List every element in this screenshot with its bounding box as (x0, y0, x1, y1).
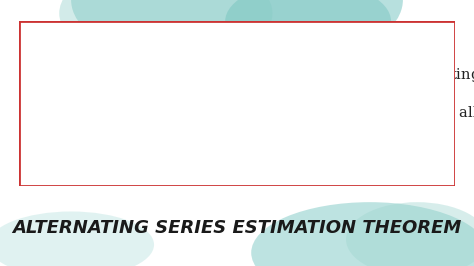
Ellipse shape (0, 211, 154, 266)
Text: ALTERNATING SERIES ESTIMATION THEOREM: ALTERNATING SERIES ESTIMATION THEOREM (12, 219, 462, 238)
Ellipse shape (346, 202, 474, 266)
Ellipse shape (225, 0, 391, 61)
Text: series and let $S = \lim_{n\to\infty}S_n$. \; Suppose that $0 < a_{n+1} < a_n$ f: series and let $S = \lim_{n\to\infty}S_n… (32, 104, 474, 129)
Ellipse shape (71, 0, 403, 73)
Text: $n$ and $\lim_{n\to\infty}a_n = 0$. \; Then \; $|S - S_n| < a_{n+1}$: $n$ and $\lim_{n\to\infty}a_n = 0$. \; T… (32, 153, 334, 178)
Text: Let $S_n = \sum_{i=1}^{n}(-1)^{i+1}a_i$ be the $n^{th}$ partial sum of an altern: Let $S_n = \sum_{i=1}^{n}(-1)^{i+1}a_i$ … (32, 54, 474, 97)
Ellipse shape (251, 202, 474, 266)
FancyBboxPatch shape (19, 21, 455, 186)
Ellipse shape (59, 0, 273, 66)
